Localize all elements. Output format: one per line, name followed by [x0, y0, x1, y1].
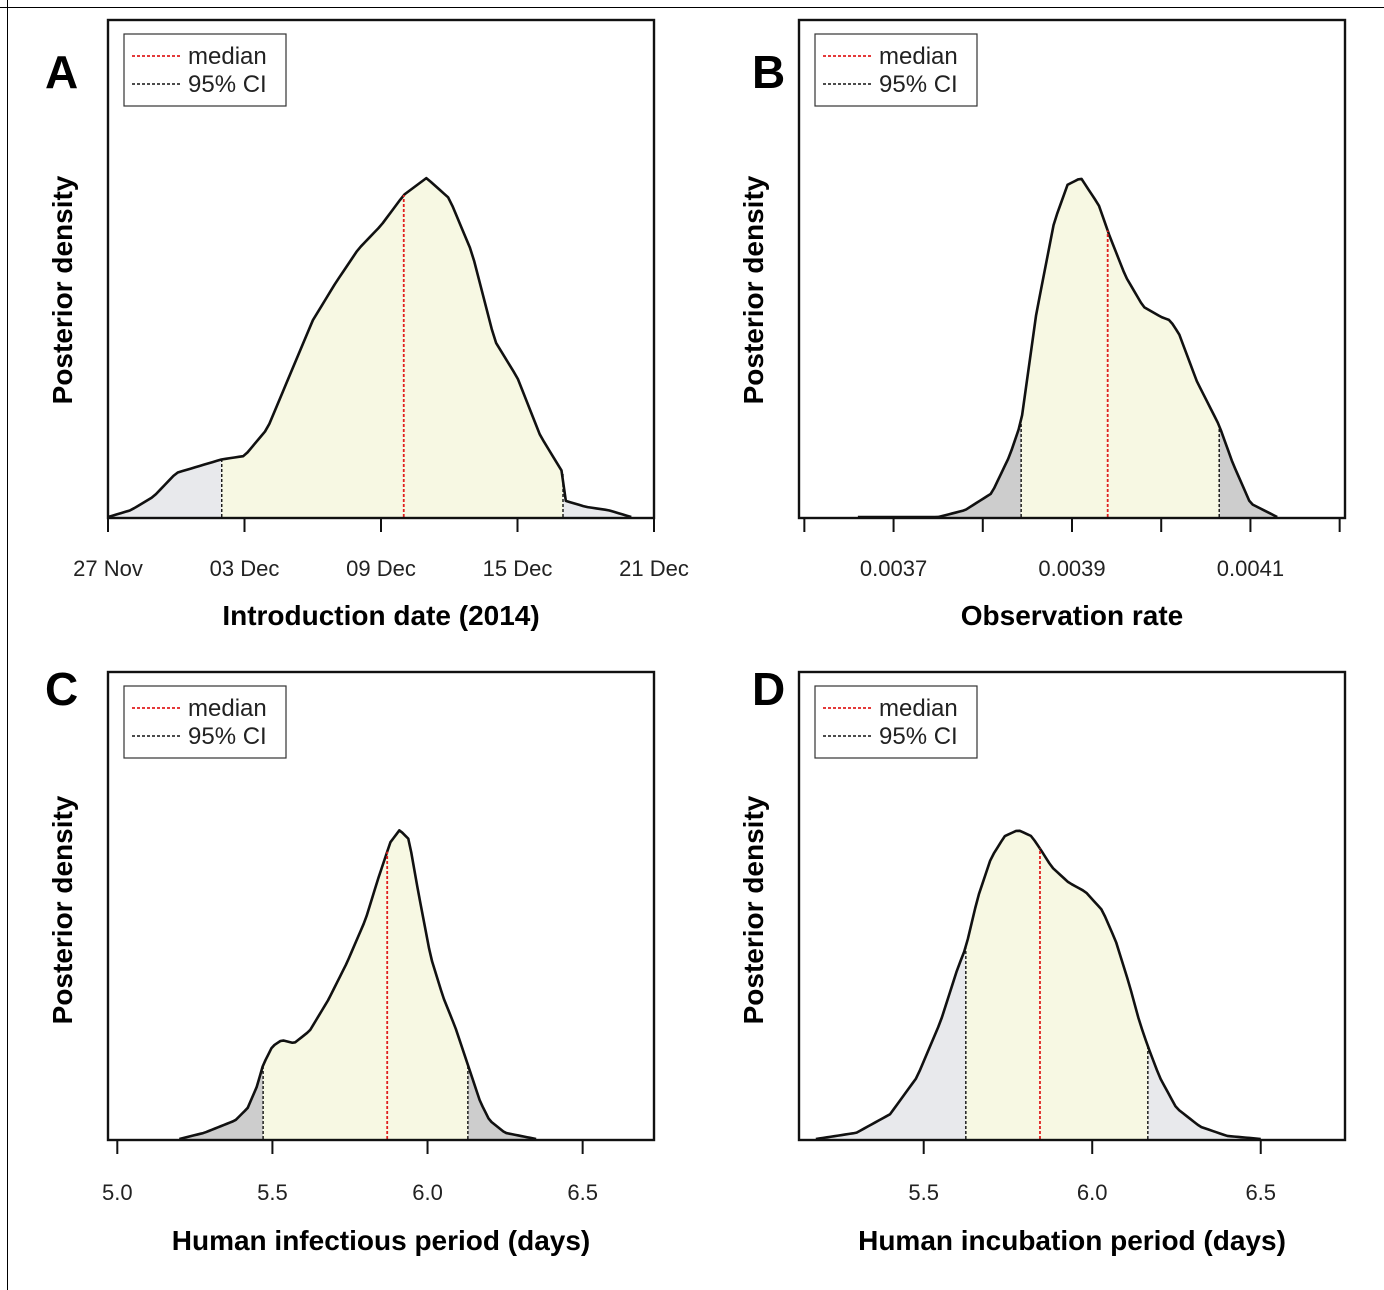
x-tick-label: 0.0037	[860, 556, 927, 581]
legend-box	[814, 685, 978, 759]
legend-entry-median: median	[879, 695, 958, 722]
x-tick-label: 6.5	[567, 1180, 598, 1205]
x-tick-label: 09 Dec	[346, 556, 416, 581]
x-tick-label: 0.0041	[1217, 556, 1284, 581]
panel-letter: B	[752, 46, 785, 98]
figure-frame-top	[0, 7, 1384, 8]
legend-entry-ci: 95% CI	[879, 71, 958, 98]
legend-entry-median: median	[188, 43, 267, 70]
ci-area	[1021, 178, 1220, 517]
x-tick-label: 5.5	[908, 1180, 939, 1205]
left-tail-area	[108, 459, 222, 517]
y-axis-label: Posterior density	[47, 175, 78, 404]
legend-box	[814, 33, 978, 107]
panel-letter: A	[45, 46, 78, 98]
x-axis-label: Observation rate	[961, 600, 1184, 631]
legend-entry-ci: 95% CI	[879, 723, 958, 750]
ci-area	[965, 830, 1148, 1139]
x-tick-label: 5.0	[102, 1180, 133, 1205]
right-tail-area	[1147, 1046, 1261, 1139]
figure-frame-left	[7, 0, 8, 1290]
x-tick-label: 5.5	[257, 1180, 288, 1205]
left-tail-area	[179, 1064, 264, 1139]
y-axis-label: Posterior density	[47, 795, 78, 1024]
legend-entry-median: median	[879, 43, 958, 70]
x-tick-label: 03 Dec	[210, 556, 280, 581]
plot-frame	[106, 670, 656, 1142]
ci-area	[263, 830, 468, 1139]
x-tick-label: 0.0039	[1038, 556, 1105, 581]
left-tail-area	[857, 422, 1022, 517]
legend-box	[123, 685, 287, 759]
y-axis-label: Posterior density	[738, 175, 769, 404]
right-tail-area	[1219, 425, 1278, 517]
x-tick-label: 6.0	[412, 1180, 443, 1205]
x-tick-label: 6.0	[1077, 1180, 1108, 1205]
legend-box	[123, 33, 287, 107]
x-tick-label: 15 Dec	[483, 556, 553, 581]
x-tick-label: 21 Dec	[619, 556, 689, 581]
panel-letter: C	[45, 663, 78, 715]
legend-entry-median: median	[188, 695, 267, 722]
x-axis-label: Introduction date (2014)	[222, 600, 539, 631]
panel-a: 27 Nov 03 Dec 09 Dec 15 Dec 21 Dec median95% …	[45, 18, 689, 631]
panel-letter: D	[752, 663, 785, 715]
right-tail-area	[467, 1064, 537, 1139]
y-axis-label: Posterior density	[738, 795, 769, 1024]
legend-entry-ci: 95% CI	[188, 71, 267, 98]
density-curve	[107, 176, 632, 519]
density-curve	[815, 829, 1261, 1141]
ci-area	[221, 178, 563, 517]
density-curve	[179, 829, 537, 1141]
legend-entry-ci: 95% CI	[188, 723, 267, 750]
left-tail-area	[815, 947, 966, 1139]
x-axis-label: Human infectious period (days)	[172, 1225, 591, 1256]
plot-frame	[797, 670, 1347, 1142]
right-tail-area	[563, 472, 632, 517]
x-tick-label: 6.5	[1245, 1180, 1276, 1205]
x-axis-label: Human incubation period (days)	[858, 1225, 1286, 1256]
x-tick-label: 27 Nov	[73, 556, 143, 581]
